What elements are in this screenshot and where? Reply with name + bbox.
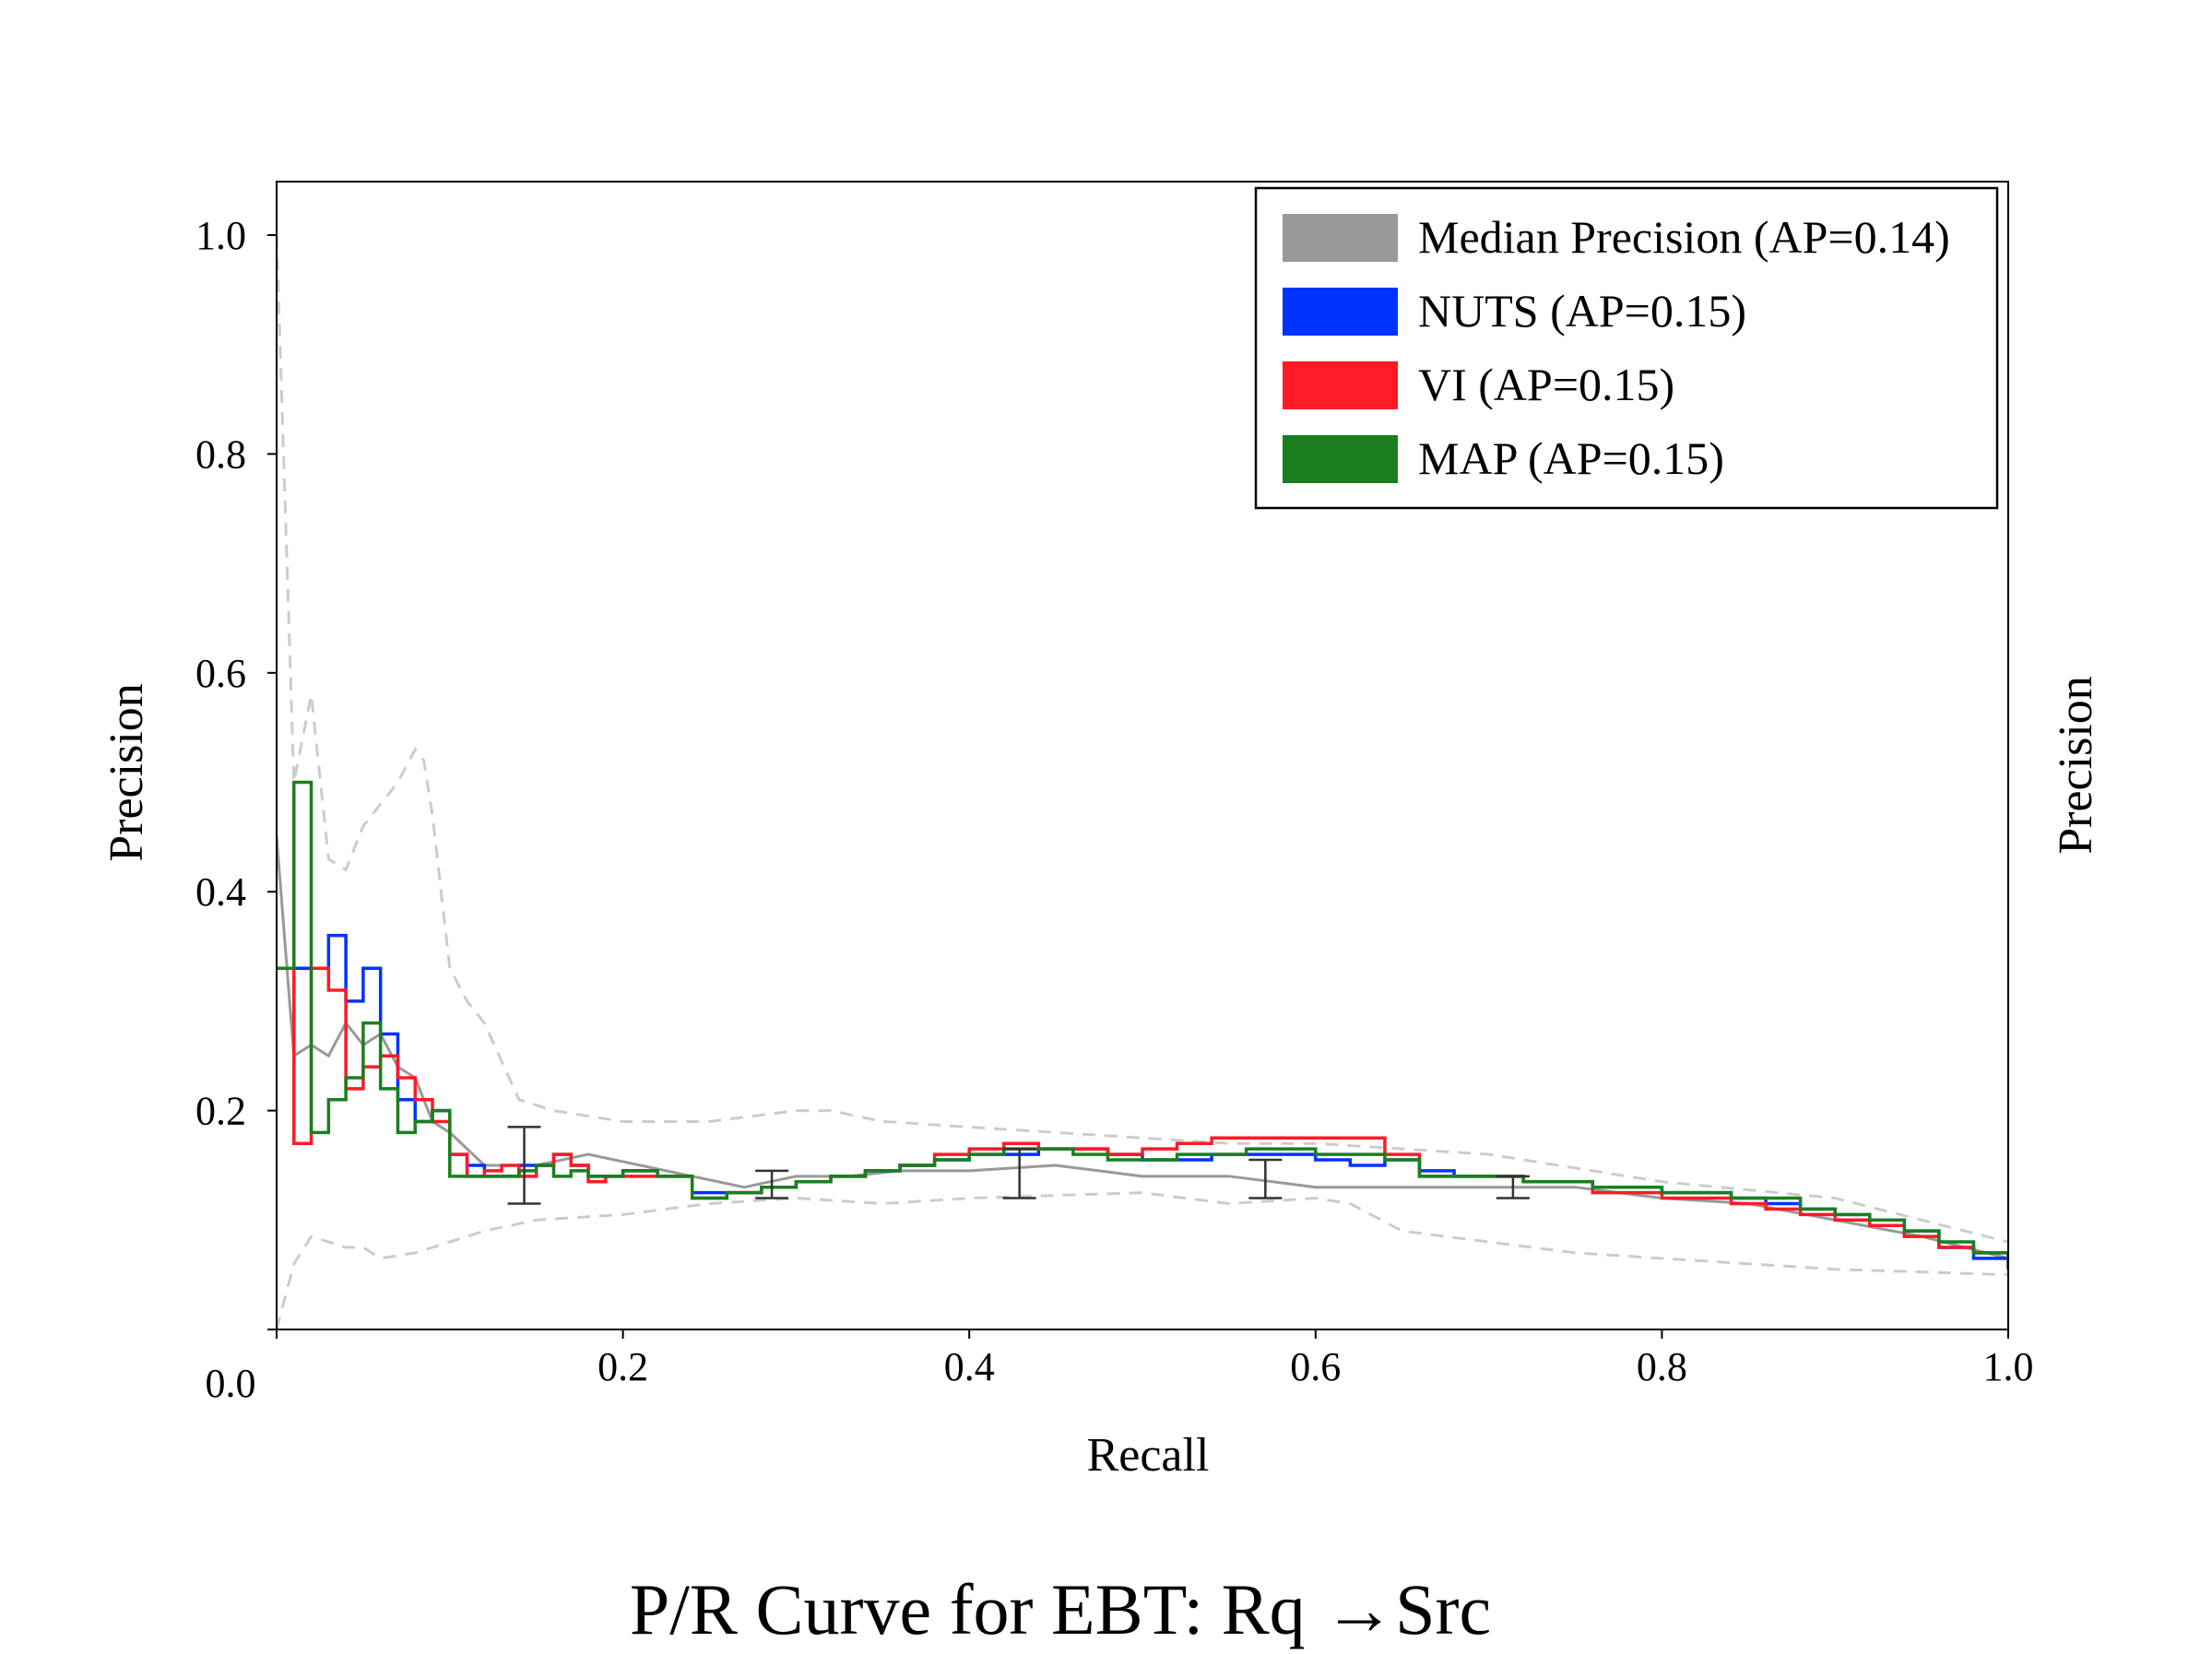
y-tick-label: 0.4 <box>195 869 246 915</box>
y-axis-label-right: Precision <box>2050 676 2102 855</box>
series-line-band-upper <box>277 234 2008 1244</box>
legend-label: MAP (AP=0.15) <box>1418 432 1724 484</box>
plot-frame <box>276 181 2009 1330</box>
x-tick-label: 0.0 <box>206 1361 256 1406</box>
plot-area <box>277 234 2008 1329</box>
chart-title: P/R Curve for EBT: Rq →Src <box>630 1569 1491 1649</box>
series-line-median-precision <box>277 836 2008 1260</box>
legend-swatch <box>1283 288 1398 336</box>
legend-label: VI (AP=0.15) <box>1418 359 1674 410</box>
error-bar <box>1496 1175 1530 1199</box>
x-tick-label: 0.6 <box>1290 1344 1341 1389</box>
legend-swatch <box>1283 214 1398 262</box>
x-tick-label: 0.8 <box>1637 1344 1687 1389</box>
legend-swatch <box>1283 435 1398 483</box>
x-tick-label: 0.2 <box>597 1344 648 1389</box>
x-tick-label: 1.0 <box>1983 1344 2034 1389</box>
legend-swatch <box>1283 361 1398 409</box>
legend: Median Precision (AP=0.14) NUTS (AP=0.15)… <box>1254 186 1999 510</box>
legend-label: NUTS (AP=0.15) <box>1418 285 1746 337</box>
error-bar <box>1248 1158 1283 1199</box>
legend-item: VI (AP=0.15) <box>1283 359 1674 410</box>
x-axis-label: Recall <box>1087 1429 1210 1482</box>
y-tick-label: 1.0 <box>195 213 246 258</box>
error-bar <box>1002 1147 1036 1199</box>
y-tick-label: 0.2 <box>195 1089 246 1134</box>
legend-item: MAP (AP=0.15) <box>1283 432 1724 484</box>
axis-ticks: 0.0 0.2 0.4 0.6 0.8 1.0 0.2 0.4 0.6 0.8 1.0 <box>195 213 2034 1406</box>
error-bar <box>507 1126 541 1205</box>
x-tick-label: 0.4 <box>944 1344 995 1389</box>
y-axis-label: Precision <box>101 683 153 862</box>
y-tick-label: 0.6 <box>195 651 246 696</box>
legend-item: Median Precision (AP=0.14) <box>1283 211 1950 263</box>
y-tick-label: 0.8 <box>195 431 246 477</box>
series-line-map <box>277 780 2008 1270</box>
legend-label: Median Precision (AP=0.14) <box>1418 211 1950 263</box>
error-bar <box>755 1169 789 1199</box>
series-line-band-lower <box>277 1191 2008 1329</box>
legend-item: NUTS (AP=0.15) <box>1283 285 1746 337</box>
